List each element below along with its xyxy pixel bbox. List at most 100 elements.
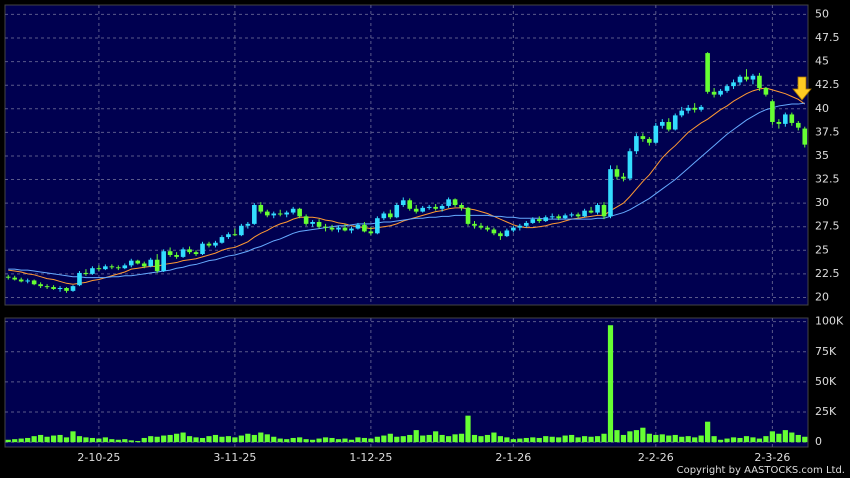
y-tick-label: 25K [815,405,837,418]
candle-body [679,110,685,116]
volume-bar [536,437,542,443]
candle-body [692,107,697,110]
candle-body [789,114,795,123]
candle-body [284,212,289,215]
candle-body [264,211,270,216]
volume-bar [458,433,465,443]
candle-body [504,230,510,237]
candle-body [148,259,154,267]
volume-bar [50,435,57,443]
volume-bar [199,437,206,443]
volume-bar [420,435,426,443]
volume-bar [737,437,743,443]
candle-body [757,75,762,89]
volume-bar [63,437,70,443]
volume-bar [614,430,620,443]
candle-body [770,101,775,122]
volume-bar [640,427,646,443]
candle-body [109,266,115,268]
candle-body [698,106,704,110]
volume-bar [186,436,193,443]
volume-bar [290,437,296,443]
footer: Copyright by AASTOCKS.com Ltd. [677,465,845,476]
candle-body [90,268,95,274]
candle-body [556,216,561,219]
volume-bar [264,434,270,443]
candle-body [543,217,549,222]
candle-body [226,234,231,238]
x-tick-label: 2-3-26 [754,451,790,464]
candle-body [174,255,179,257]
volume-bar [601,433,607,443]
ma-line [8,102,805,279]
candle-body [666,121,672,130]
volume-bar [394,436,400,443]
candle-body [355,224,361,229]
volume-bar [348,439,355,443]
volume-bar [154,436,160,443]
volume-bar [795,434,801,443]
volume-bar [148,436,154,443]
y-tick-label: 45 [815,55,829,68]
y-tick-label: 40 [815,102,829,115]
candle-body [31,280,37,285]
candle-body [524,222,529,226]
candle-body [154,259,160,272]
candle-body [290,208,296,213]
volume-bar [206,436,212,443]
candle-body [375,218,380,234]
y-tick-label: 30 [815,196,829,209]
volume-bar [161,435,167,443]
candle-body [323,226,328,228]
volume-bar [543,436,549,443]
candle-body [763,88,769,95]
candle-body [498,233,503,237]
volume-bar [25,437,31,443]
candle-body [303,216,309,224]
candle-body [349,228,354,231]
candle-body [640,136,646,139]
candle-body [472,223,477,226]
volume-bar [549,436,555,443]
candle-body [83,272,89,274]
candle-body [452,199,458,205]
volume-bar [109,439,115,443]
volume-bar [439,434,445,443]
candle-body [478,225,484,228]
candle-body [711,91,717,95]
candle-body [57,288,63,290]
volume-bar [445,436,452,443]
x-tick-label: 3-11-25 [213,451,256,464]
volume-bar [743,436,750,443]
candle-body [38,284,43,287]
candle-body [627,151,633,179]
candle-body [750,75,756,80]
volume-bar [530,437,536,443]
volume-bar [426,434,432,443]
volume-bar [711,436,717,443]
candle-body [239,225,244,236]
y-tick-label: 50 [815,7,829,20]
candle-body [388,213,393,218]
volume-bar [484,434,491,443]
candle-body [653,125,659,143]
candle-body [672,115,678,130]
candle-body [219,237,225,243]
candle-body [705,53,710,92]
candle-body [802,128,808,145]
candle-body [252,205,257,224]
candle-body [776,121,782,124]
candle-body [381,213,387,219]
volume-bar [322,437,329,443]
volume-bar [316,438,322,443]
candle-body [465,207,471,224]
volume-bar [620,434,627,443]
candle-body [213,242,218,246]
y-tick-label: 20 [815,290,829,303]
candle-body [413,208,419,212]
volume-bar [70,431,76,443]
y-tick-label: 27.5 [815,220,840,233]
volume-bar [297,437,303,443]
volume-bar [471,434,478,443]
candle-body [685,107,691,111]
